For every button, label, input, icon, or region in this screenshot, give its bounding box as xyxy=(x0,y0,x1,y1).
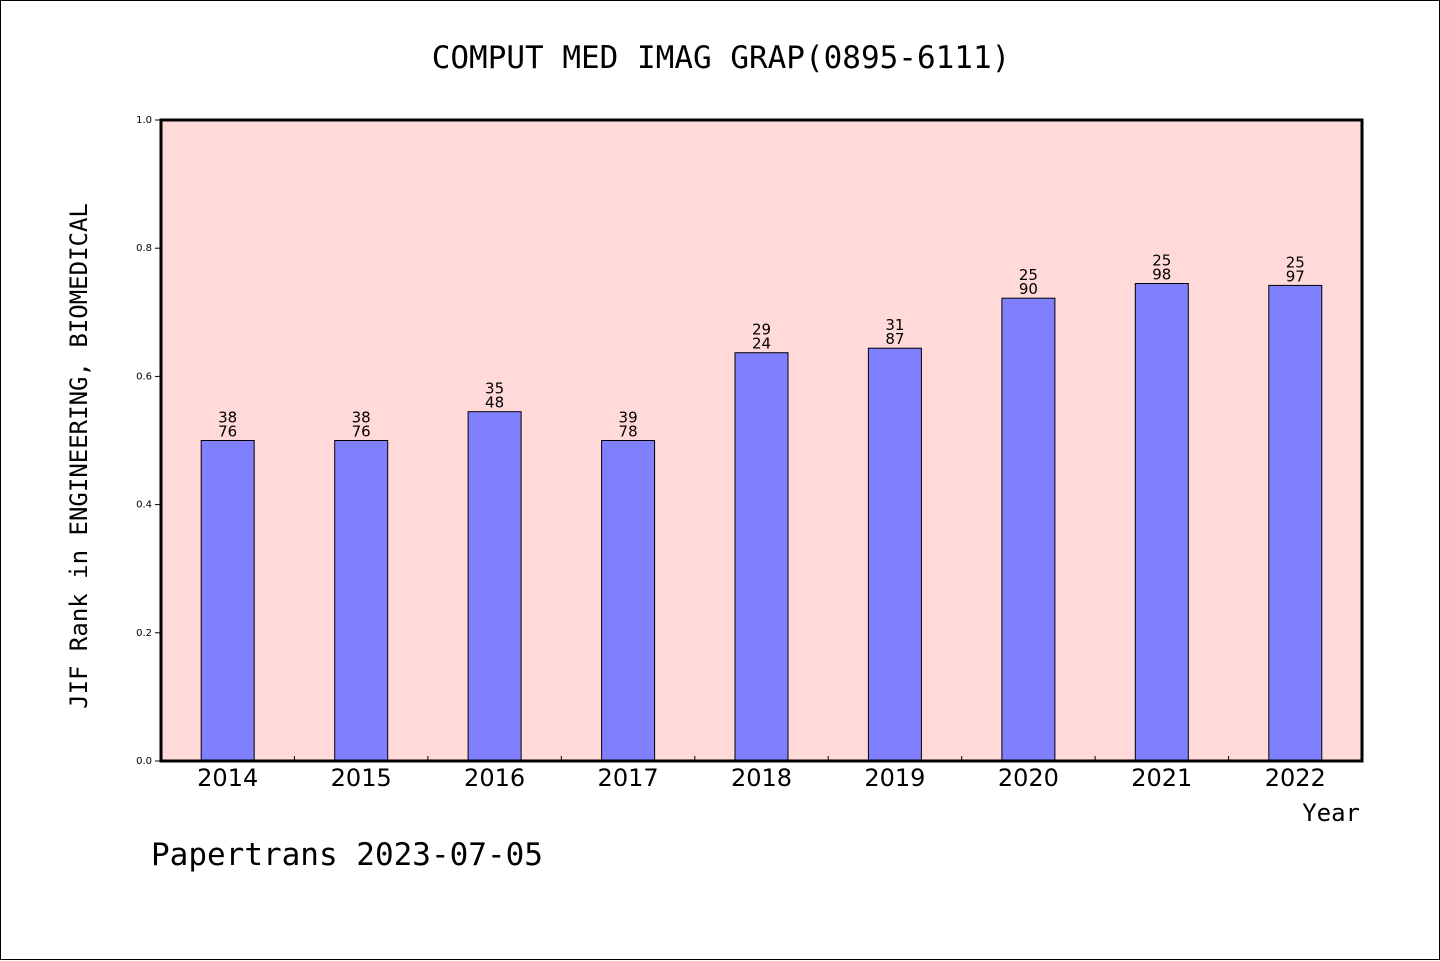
x-tick-label-2018: 2018 xyxy=(731,764,792,792)
y-tick-label-0.6: 0.6 xyxy=(136,371,152,382)
y-axis-label: JIF Rank in ENGINEERING, BIOMEDICAL xyxy=(65,203,93,709)
bar-2017 xyxy=(601,440,656,762)
bar-2021 xyxy=(1134,283,1189,762)
data-label-2022-line1: 25 xyxy=(1286,253,1305,271)
x-axis-label: Year xyxy=(1302,799,1360,827)
bar-2014 xyxy=(200,440,255,762)
data-label-2017-line2: 78 xyxy=(619,423,638,441)
bar-2022 xyxy=(1268,284,1323,762)
chart-title: COMPUT MED IMAG GRAP(0895-6111) xyxy=(432,40,1011,76)
y-tick-label-0.4: 0.4 xyxy=(136,500,152,511)
y-ticks-group: 0.0 0.2 0.4 0.6 0.8 1.0 xyxy=(136,115,161,767)
y-tick-label-0.2: 0.2 xyxy=(136,628,152,639)
bar-2020 xyxy=(1001,297,1056,762)
data-label-2016-line2: 48 xyxy=(485,394,504,412)
bar-2015 xyxy=(334,440,389,762)
data-label-2021-line1: 25 xyxy=(1152,252,1171,270)
data-label-2017-line1: 39 xyxy=(619,409,638,427)
y-tick-label-1.0: 1.0 xyxy=(136,115,152,126)
data-label-2016-line1: 35 xyxy=(485,380,504,398)
bars-group xyxy=(200,283,1323,762)
data-label-2019-line2: 87 xyxy=(885,330,904,348)
data-label-2021-line2: 98 xyxy=(1152,266,1171,284)
bar-2019 xyxy=(867,347,922,762)
x-tick-label-2014: 2014 xyxy=(197,764,258,792)
x-tick-label-2019: 2019 xyxy=(864,764,925,792)
data-label-2022-line2: 97 xyxy=(1286,267,1305,285)
data-label-2015-line1: 38 xyxy=(352,409,371,427)
data-label-2020-line1: 25 xyxy=(1019,266,1038,284)
x-tick-label-2022: 2022 xyxy=(1265,764,1326,792)
data-label-2020-line2: 90 xyxy=(1019,280,1038,298)
x-tick-label-2016: 2016 xyxy=(464,764,525,792)
bar-2016 xyxy=(467,411,522,762)
data-label-2014-line2: 76 xyxy=(218,423,237,441)
data-label-2019-line1: 31 xyxy=(885,316,904,334)
data-label-2014-line1: 38 xyxy=(218,409,237,427)
data-label-2018-line2: 24 xyxy=(752,335,771,353)
y-tick-label-0.0: 0.0 xyxy=(136,756,152,767)
x-tick-label-2017: 2017 xyxy=(598,764,659,792)
y-tick-label-0.8: 0.8 xyxy=(136,243,152,254)
x-ticks-group: 2014 2015 2016 2017 2018 2019 2020 2021 2022 xyxy=(197,756,1326,792)
data-label-2015-line2: 76 xyxy=(352,423,371,441)
data-label-2018-line1: 29 xyxy=(752,321,771,339)
bar-2018 xyxy=(734,352,789,762)
footer-credit: Papertrans 2023-07-05 xyxy=(151,837,543,873)
plot-border xyxy=(159,118,1364,763)
x-tick-label-2020: 2020 xyxy=(998,764,1059,792)
x-tick-label-2015: 2015 xyxy=(331,764,392,792)
x-tick-label-2021: 2021 xyxy=(1131,764,1192,792)
